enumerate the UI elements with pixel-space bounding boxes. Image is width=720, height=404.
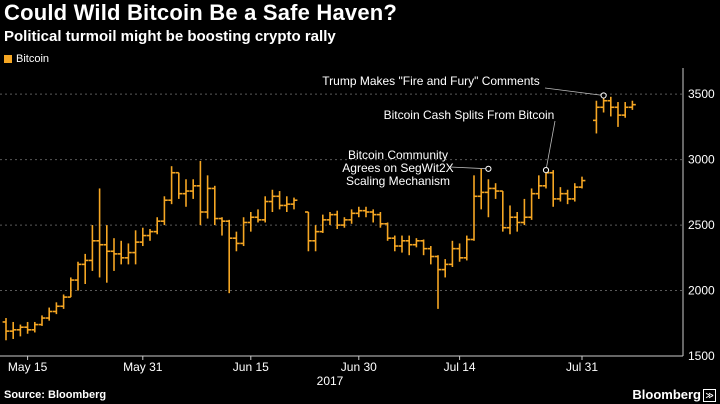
x-tick-label: May 31 [123,360,163,374]
annotation-marker [485,165,492,172]
brand-terminal-icon: ≫ [703,389,716,402]
y-tick-label: 3500 [688,87,715,101]
annotation-text: Bitcoin Community [348,148,448,162]
annotation-leader [449,166,489,170]
annotation-text: Bitcoin Cash Splits From Bitcoin [384,108,555,122]
annotation-leader [544,87,604,96]
x-tick-label: Jun 15 [233,360,269,374]
x-year-label: 2017 [317,374,344,388]
chart-subtitle: Political turmoil might be boosting cryp… [4,28,336,45]
x-tick-label: May 15 [8,360,48,374]
legend-swatch [4,55,12,63]
y-tick-label: 3000 [688,153,715,167]
legend: Bitcoin [4,53,49,65]
y-tick-label: 2000 [688,284,715,298]
y-tick-label: 2500 [688,218,715,232]
source-note: Source: Bloomberg [4,389,107,401]
annotation-marker [542,167,550,174]
x-tick-label: Jun 30 [341,360,377,374]
brand-name: Bloomberg [632,387,701,402]
y-tick-label: 1500 [688,349,715,363]
x-tick-label: Jul 14 [444,360,476,374]
annotation-text: Agrees on SegWit2X [342,161,453,175]
legend-label: Bitcoin [16,53,50,65]
annotation-text: Scaling Mechanism [346,174,450,188]
annotation-marker [600,92,607,99]
x-tick-label: Jul 31 [566,360,598,374]
annotation-text: Trump Makes "Fire and Fury" Comments [322,74,539,88]
annotation-leader [545,120,556,171]
brand-logo: Bloomberg ≫ [632,387,716,402]
chart-title: Could Wild Bitcoin Be a Safe Haven? [4,0,398,25]
